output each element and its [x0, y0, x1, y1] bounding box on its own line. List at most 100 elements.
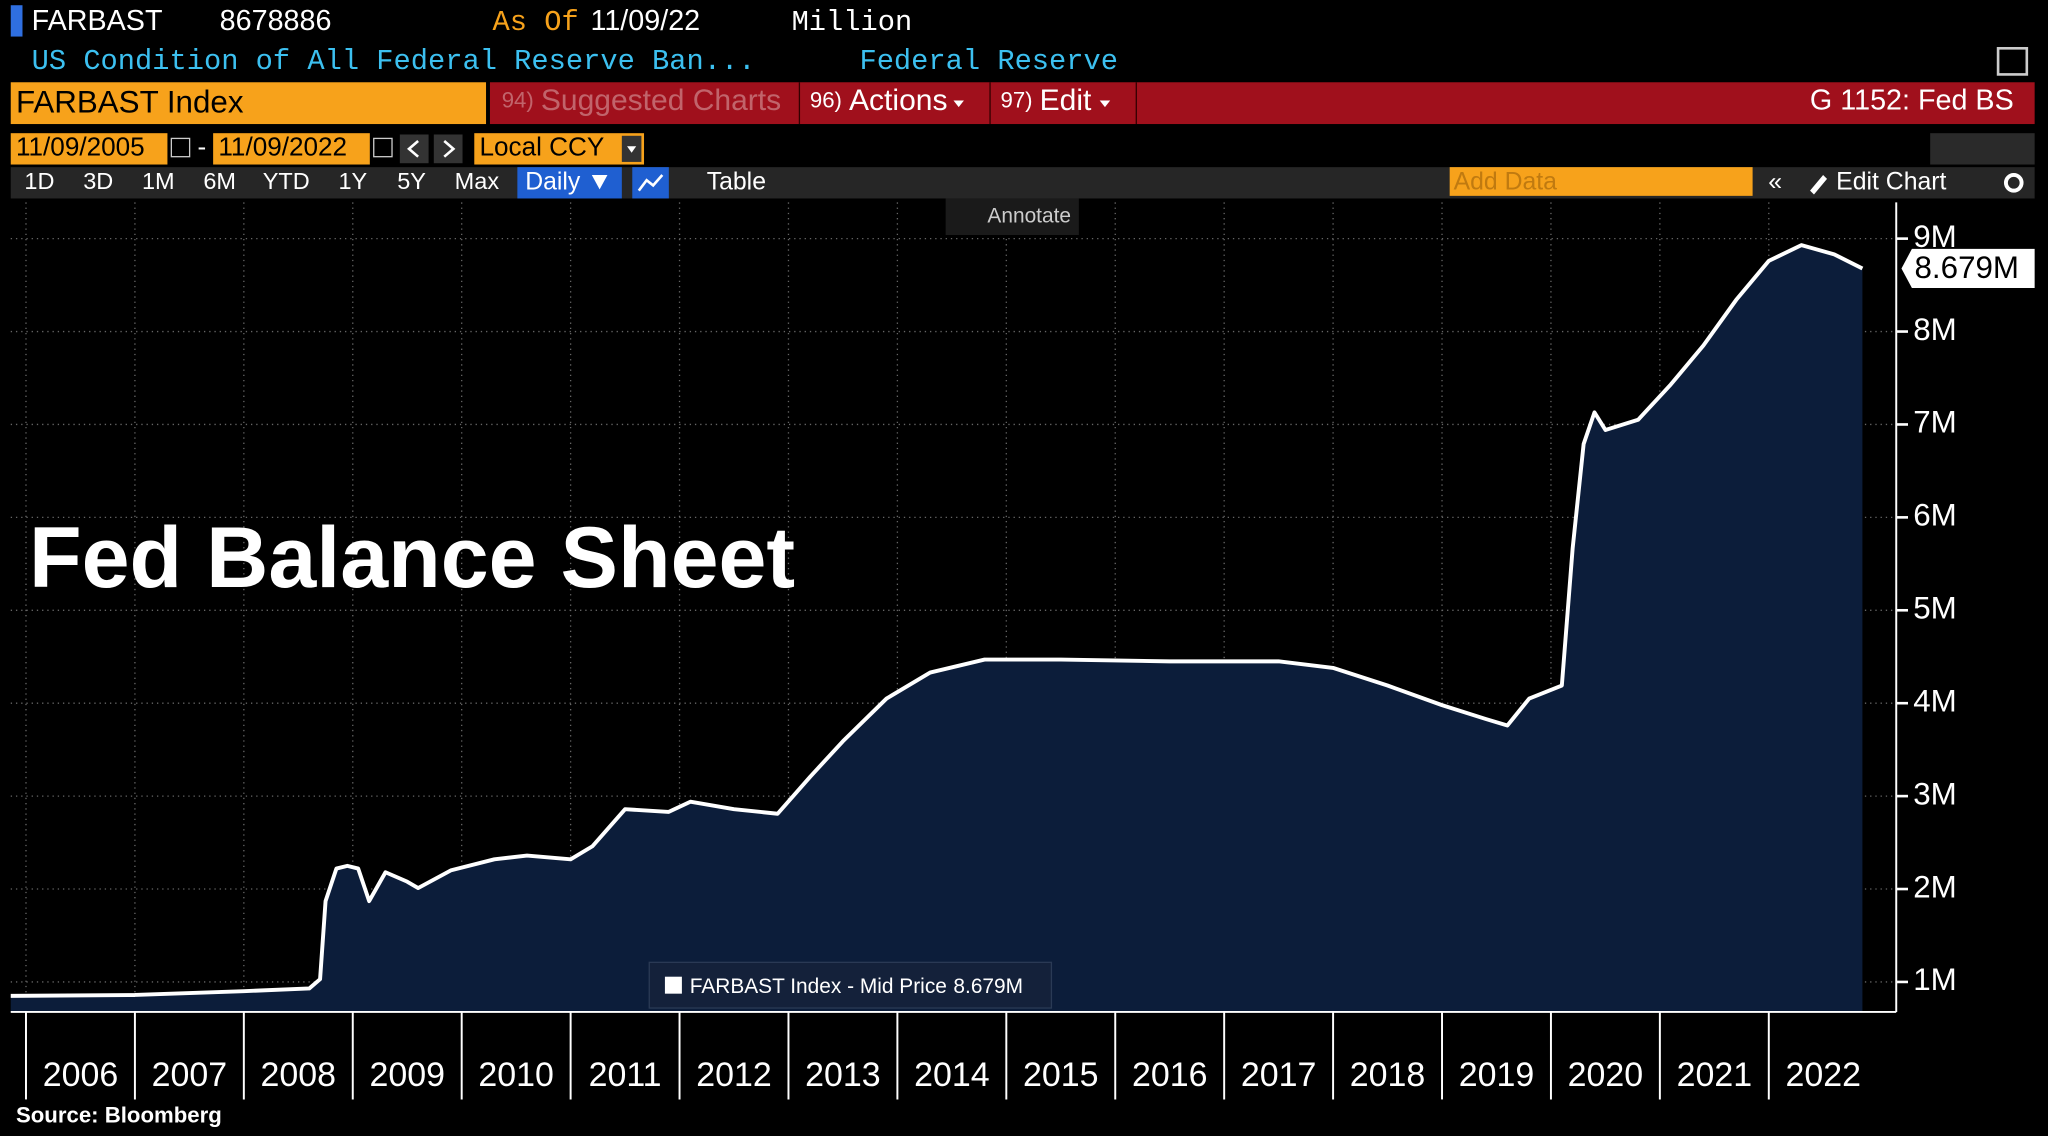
x-tick-label: 2010: [478, 1056, 553, 1094]
x-tick-label: 2016: [1132, 1056, 1207, 1094]
line: [10, 243, 1864, 998]
prev-button[interactable]: [399, 134, 429, 164]
menu-label: Actions: [849, 84, 947, 117]
menu-caret: [1099, 100, 1111, 108]
range-buttons: 1D 3D 1M 6M YTD 1Y 5Y Max: [24, 168, 499, 194]
x-tick-label: 2006: [43, 1056, 119, 1094]
collapse[interactable]: «: [1768, 168, 1782, 195]
end-date: 11/09/2022: [218, 132, 347, 162]
range-button[interactable]: 1M: [142, 168, 175, 194]
value: 8678886: [220, 5, 332, 37]
range-button[interactable]: YTD: [263, 168, 310, 194]
chart-title: Fed Balance Sheet: [29, 510, 795, 606]
calendar-icon[interactable]: [373, 137, 393, 158]
x-tick-label: 2020: [1568, 1056, 1644, 1094]
page-code: G 1152: Fed BS: [1810, 84, 2014, 116]
menu-item[interactable]: 97) Edit: [1000, 84, 1111, 117]
x-tick-label: 2019: [1459, 1056, 1535, 1094]
range-button[interactable]: 1Y: [338, 168, 367, 194]
x-tick-label: 2015: [1023, 1056, 1099, 1094]
plot: 1M 2M 3M 4M 5M 6M 7M 8M 9M 2006 2007 2008 2009 2010 20…: [10, 202, 2035, 1100]
end-date-box[interactable]: [213, 133, 370, 165]
marker: [10, 5, 23, 37]
x-tick-label: 2021: [1677, 1056, 1753, 1094]
range-button[interactable]: Max: [455, 168, 500, 194]
menu-bar: [489, 82, 2035, 125]
x-tick-label: 2009: [369, 1056, 445, 1094]
edit-icon: [1810, 174, 1828, 195]
y-tick-label: 6M: [1913, 498, 1957, 533]
legend: FARBAST Index - Mid Price 8.679M: [648, 961, 1053, 1009]
ticker: FARBAST: [32, 5, 163, 37]
x-tick-label: 2008: [261, 1056, 336, 1094]
x-tick-label: 2012: [696, 1056, 772, 1094]
add-data: Add Data: [1454, 168, 1558, 195]
menu-item[interactable]: 94) Suggested Charts: [502, 84, 781, 117]
y-tick-label: 2M: [1913, 869, 1957, 904]
area-fill: [10, 245, 1863, 1012]
menu-number: 94): [502, 88, 534, 113]
next-icon: [443, 140, 456, 158]
y-tick-label: 5M: [1913, 591, 1957, 626]
popout-icon[interactable]: [1996, 47, 2029, 76]
range-button[interactable]: 6M: [203, 168, 236, 194]
annotate: Annotate: [987, 204, 1071, 227]
last-value-label: 8.679M: [1915, 250, 2020, 285]
date-dash: -: [197, 132, 206, 162]
legend-box: [648, 961, 1053, 1009]
y-tick-label: 3M: [1913, 776, 1957, 811]
menu-item[interactable]: 96) Actions: [810, 84, 964, 117]
x-tick-label: 2018: [1350, 1056, 1426, 1094]
legend-text: FARBAST Index - Mid Price 8.679M: [690, 975, 1023, 998]
data-source: Federal Reserve: [859, 45, 1118, 78]
y-tick-label: 9M: [1913, 219, 1957, 254]
annotate-button[interactable]: [945, 198, 1079, 236]
undo-redo[interactable]: [1930, 133, 2035, 165]
table-button[interactable]: Table: [707, 168, 766, 195]
range-button[interactable]: 5Y: [397, 168, 426, 194]
calendar-icon[interactable]: [170, 137, 191, 158]
edit-chart[interactable]: Edit Chart: [1836, 168, 1946, 195]
menu-caret: [953, 100, 964, 108]
menu-label: Suggested Charts: [541, 84, 781, 117]
source: Source: Bloomberg: [16, 1102, 222, 1127]
frequency: Daily: [525, 168, 581, 195]
last-value-tag: [1901, 248, 2035, 289]
y-tick-label: 1M: [1913, 962, 1957, 997]
legend-name: FARBAST Index - Mid Price: [690, 975, 947, 998]
x-tick-label: 2011: [589, 1056, 662, 1094]
start-date-box[interactable]: [10, 133, 168, 165]
description: US Condition of All Federal Reserve Ban.…: [32, 45, 756, 78]
range-button[interactable]: 1D: [24, 168, 54, 194]
menu-number: 96): [810, 88, 842, 113]
security-box[interactable]: [10, 82, 487, 125]
menu-number: 97): [1000, 88, 1032, 113]
dropdown-icon: [627, 146, 637, 153]
frequency-button[interactable]: [517, 167, 622, 199]
x-tick-label: 2007: [152, 1056, 227, 1094]
add-data-box[interactable]: [1449, 167, 1753, 196]
settings-icon[interactable]: [2003, 173, 2024, 193]
x-tick-label: 2014: [914, 1056, 990, 1094]
y-tick-label: 8M: [1913, 312, 1957, 347]
currency: Local CCY: [480, 132, 605, 162]
range-button[interactable]: 3D: [83, 168, 113, 194]
next-button[interactable]: [433, 134, 463, 164]
unit: Million: [792, 6, 913, 39]
menu: 94) Suggested Charts 96) Actions 97) Edit: [502, 82, 1137, 125]
start-date: 11/09/2005: [16, 132, 145, 162]
prev-icon: [406, 140, 419, 158]
x-tick-label: 2013: [805, 1056, 880, 1094]
x-tick-label: 2022: [1786, 1056, 1861, 1094]
currency-box[interactable]: [474, 133, 645, 165]
as-of: As Of: [493, 6, 579, 39]
security: FARBAST Index: [16, 85, 244, 120]
y-tick-label: 7M: [1913, 405, 1957, 440]
x-tick-label: 2017: [1241, 1056, 1317, 1094]
y-tick-label: 4M: [1913, 683, 1957, 718]
legend-swatch: [664, 976, 682, 994]
menu-label: Edit: [1040, 84, 1092, 117]
legend-value: 8.679M: [953, 975, 1023, 998]
